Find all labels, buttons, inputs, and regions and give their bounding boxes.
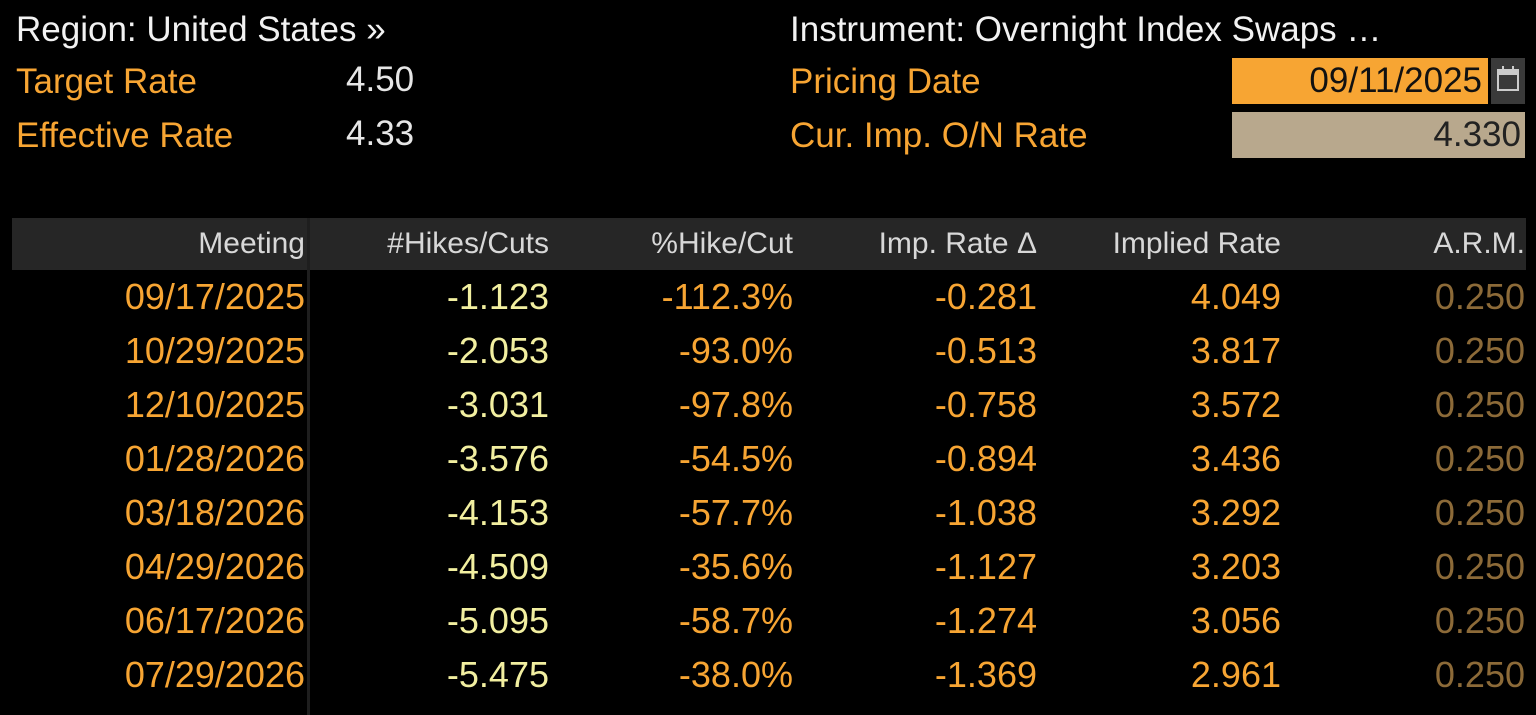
pct-hike-cut: -54.5% xyxy=(678,438,793,479)
table-header xyxy=(12,218,1526,270)
arm: 0.250 xyxy=(1434,546,1525,587)
arm: 0.250 xyxy=(1434,492,1525,533)
hikes-cuts: -2.053 xyxy=(446,330,549,371)
calendar-button[interactable] xyxy=(1491,58,1525,104)
cur-imp-rate-field[interactable]: 4.330 xyxy=(1232,112,1525,158)
meeting-date: 12/10/2025 xyxy=(124,384,305,425)
pct-hike-cut: -35.6% xyxy=(678,546,793,587)
column-header[interactable]: Imp. Rate Δ xyxy=(878,227,1037,260)
hikes-cuts: -5.475 xyxy=(446,654,549,695)
imp-rate-delta: -0.513 xyxy=(934,330,1037,371)
meeting-date: 10/29/2025 xyxy=(124,330,305,371)
imp-rate-delta: -1.369 xyxy=(934,654,1037,695)
implied-rate: 3.817 xyxy=(1190,330,1281,371)
cur-imp-rate-value[interactable]: 4.330 xyxy=(1433,115,1521,154)
arm: 0.250 xyxy=(1434,438,1525,479)
meeting-date: 04/29/2026 xyxy=(124,546,305,587)
target-rate-value: 4.50 xyxy=(346,60,415,99)
meeting-date: 06/17/2026 xyxy=(124,600,305,641)
pct-hike-cut: -93.0% xyxy=(678,330,793,371)
meeting-date: 09/17/2025 xyxy=(124,276,305,317)
pct-hike-cut: -97.8% xyxy=(678,384,793,425)
implied-rate: 3.203 xyxy=(1190,546,1281,587)
arm: 0.250 xyxy=(1434,600,1525,641)
instrument[interactable]: Instrument: Overnight Index Swaps … xyxy=(790,10,1382,49)
pct-hike-cut: -57.7% xyxy=(678,492,793,533)
column-header[interactable]: #Hikes/Cuts xyxy=(387,227,549,260)
pricing-date-label: Pricing Date xyxy=(790,62,981,101)
region[interactable]: Region: United States » xyxy=(16,10,386,49)
calendar-icon[interactable] xyxy=(1491,58,1525,104)
pricing-date-value[interactable]: 09/11/2025 xyxy=(1309,61,1482,100)
meeting-date: 03/18/2026 xyxy=(124,492,305,533)
hikes-cuts: -1.123 xyxy=(446,276,549,317)
effective-rate-value: 4.33 xyxy=(346,114,415,153)
hikes-cuts: -3.031 xyxy=(446,384,549,425)
hikes-cuts: -3.576 xyxy=(446,438,549,479)
implied-rate: 3.292 xyxy=(1190,492,1281,533)
meeting-date: 01/28/2026 xyxy=(124,438,305,479)
pct-hike-cut: -112.3% xyxy=(661,276,793,317)
effective-rate-label: Effective Rate xyxy=(16,116,234,155)
imp-rate-delta: -1.274 xyxy=(934,600,1037,641)
pricing-date-field[interactable]: 09/11/2025 xyxy=(1232,58,1488,104)
column-header[interactable]: %Hike/Cut xyxy=(651,227,793,260)
imp-rate-delta: -0.281 xyxy=(934,276,1037,317)
arm: 0.250 xyxy=(1434,654,1525,695)
pct-hike-cut: -58.7% xyxy=(678,600,793,641)
column-separator xyxy=(307,218,310,715)
imp-rate-delta: -1.038 xyxy=(934,492,1037,533)
arm: 0.250 xyxy=(1434,384,1525,425)
imp-rate-delta: -0.758 xyxy=(934,384,1037,425)
cur-imp-rate-label: Cur. Imp. O/N Rate xyxy=(790,116,1088,155)
arm: 0.250 xyxy=(1434,276,1525,317)
implied-rate: 3.436 xyxy=(1190,438,1281,479)
implied-rate: 4.049 xyxy=(1190,276,1281,317)
hikes-cuts: -4.153 xyxy=(446,492,549,533)
column-header[interactable]: Meeting xyxy=(198,227,305,260)
meeting-date: 07/29/2026 xyxy=(124,654,305,695)
imp-rate-delta: -1.127 xyxy=(934,546,1037,587)
hikes-cuts: -5.095 xyxy=(446,600,549,641)
pct-hike-cut: -38.0% xyxy=(678,654,793,695)
target-rate-label: Target Rate xyxy=(16,62,197,101)
implied-rate: 3.056 xyxy=(1190,600,1281,641)
column-header[interactable]: A.R.M. xyxy=(1433,227,1525,260)
imp-rate-delta: -0.894 xyxy=(934,438,1037,479)
implied-rate: 2.961 xyxy=(1190,654,1281,695)
implied-rate: 3.572 xyxy=(1190,384,1281,425)
column-header[interactable]: Implied Rate xyxy=(1112,227,1281,260)
arm: 0.250 xyxy=(1434,330,1525,371)
hikes-cuts: -4.509 xyxy=(446,546,549,587)
